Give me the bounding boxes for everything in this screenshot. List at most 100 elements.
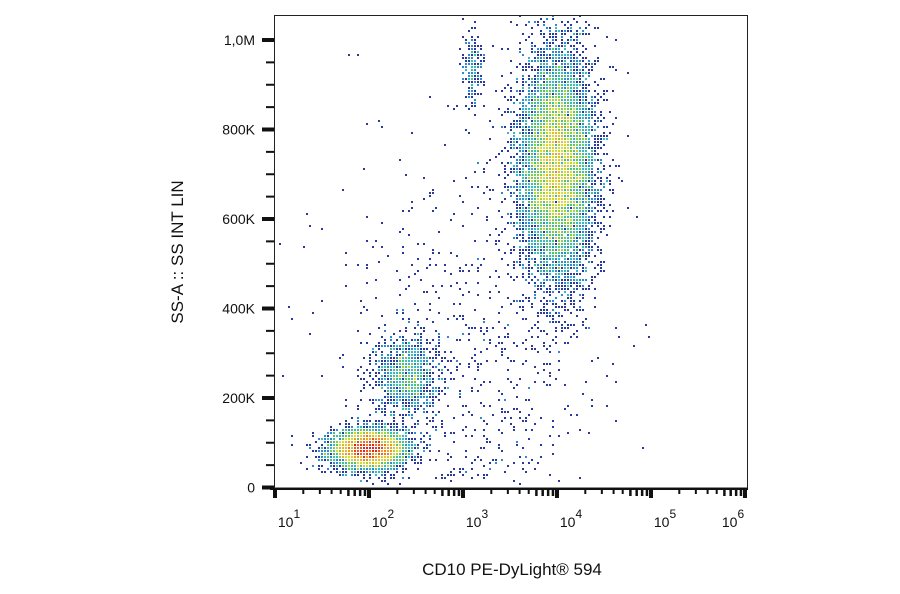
event-point — [570, 78, 572, 80]
event-point — [564, 342, 566, 344]
event-point — [438, 336, 440, 338]
event-point — [543, 150, 545, 152]
event-point — [564, 90, 566, 92]
event-point — [549, 300, 551, 302]
event-point — [510, 162, 512, 164]
event-point — [333, 441, 335, 443]
event-point — [573, 141, 575, 143]
event-point — [363, 468, 365, 470]
event-point — [525, 153, 527, 155]
event-point — [570, 66, 572, 68]
event-point — [522, 84, 524, 86]
event-point — [408, 234, 410, 236]
event-point — [516, 114, 518, 116]
event-point — [420, 432, 422, 434]
x-minor-tick — [318, 488, 321, 494]
event-point — [522, 216, 524, 218]
event-point — [546, 108, 548, 110]
event-point — [543, 33, 545, 35]
event-point — [528, 264, 530, 266]
event-point — [561, 222, 563, 224]
event-point — [531, 156, 533, 158]
event-point — [414, 405, 416, 407]
event-point — [564, 168, 566, 170]
event-point — [555, 168, 557, 170]
event-point — [546, 270, 548, 272]
event-point — [549, 108, 551, 110]
event-point — [372, 369, 374, 371]
event-point — [342, 435, 344, 437]
event-point — [372, 459, 374, 461]
event-point — [516, 138, 518, 140]
event-point — [585, 240, 587, 242]
event-point — [567, 93, 569, 95]
event-point — [594, 96, 596, 98]
event-point — [570, 216, 572, 218]
event-point — [561, 105, 563, 107]
event-point — [603, 117, 605, 119]
event-point — [375, 279, 377, 281]
event-point — [555, 84, 557, 86]
event-point — [318, 459, 320, 461]
event-point — [555, 36, 557, 38]
event-point — [642, 447, 644, 449]
event-point — [561, 255, 563, 257]
event-point — [486, 438, 488, 440]
event-point — [576, 282, 578, 284]
event-point — [549, 45, 551, 47]
event-point — [516, 222, 518, 224]
event-point — [531, 129, 533, 131]
event-point — [471, 90, 473, 92]
event-point — [537, 183, 539, 185]
event-point — [411, 390, 413, 392]
x-minor-tick — [535, 488, 538, 496]
event-point — [366, 282, 368, 284]
event-point — [468, 291, 470, 293]
event-point — [495, 156, 497, 158]
event-point — [396, 435, 398, 437]
event-point — [414, 327, 416, 329]
y-minor-tick — [266, 285, 274, 288]
event-point — [474, 459, 476, 461]
event-point — [360, 366, 362, 368]
event-point — [498, 234, 500, 236]
event-point — [540, 189, 542, 191]
event-point — [555, 183, 557, 185]
event-point — [591, 66, 593, 68]
event-point — [399, 366, 401, 368]
event-point — [537, 336, 539, 338]
event-point — [390, 432, 392, 434]
event-point — [528, 138, 530, 140]
event-point — [429, 375, 431, 377]
event-point — [579, 309, 581, 311]
event-point — [351, 474, 353, 476]
event-point — [549, 288, 551, 290]
event-point — [576, 279, 578, 281]
event-point — [543, 117, 545, 119]
event-point — [432, 360, 434, 362]
event-point — [600, 201, 602, 203]
event-point — [447, 336, 449, 338]
event-point — [552, 201, 554, 203]
event-point — [549, 156, 551, 158]
event-point — [531, 171, 533, 173]
event-point — [573, 189, 575, 191]
event-point — [528, 228, 530, 230]
event-point — [390, 426, 392, 428]
event-point — [549, 126, 551, 128]
event-point — [579, 186, 581, 188]
event-point — [342, 429, 344, 431]
event-point — [570, 87, 572, 89]
event-point — [516, 159, 518, 161]
event-point — [564, 93, 566, 95]
event-point — [519, 174, 521, 176]
event-point — [465, 42, 467, 44]
event-point — [354, 441, 356, 443]
event-point — [567, 153, 569, 155]
event-point — [597, 273, 599, 275]
event-point — [432, 348, 434, 350]
event-point — [441, 420, 443, 422]
event-point — [528, 90, 530, 92]
event-point — [540, 456, 542, 458]
event-point — [543, 264, 545, 266]
